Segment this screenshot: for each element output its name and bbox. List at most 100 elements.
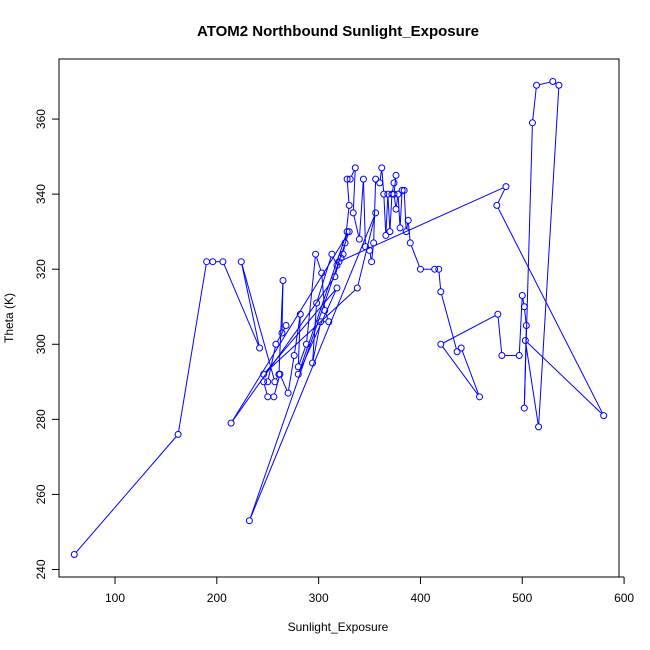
data-point [345,228,353,236]
data-point [203,258,211,266]
series-segment [403,193,407,229]
data-point [394,190,402,198]
data-point [227,419,235,427]
series-segment [379,170,382,180]
series-segment [524,309,527,323]
data-point [361,243,369,251]
series-segment [299,290,337,372]
series-segment [321,275,326,308]
data-point [302,340,310,348]
series-segment [410,245,420,267]
series-segment [389,197,393,229]
x-tick-label: 300 [309,591,329,605]
data-point [380,190,388,198]
data-point [271,378,279,386]
series-segment [522,298,525,304]
series-segment [316,256,322,271]
series-segment [539,81,551,86]
data-point [339,250,347,258]
data-point [533,81,541,89]
series-segment [525,343,539,424]
series-segment [265,289,356,373]
data-point [398,186,406,194]
data-point [392,205,400,213]
data-point [335,258,343,266]
x-axis: 100 200 300 400 500 600 [105,576,634,605]
y-tick-label: 360 [34,109,48,129]
data-point [209,258,217,266]
data-point [325,318,333,326]
data-point [294,370,302,378]
series-segment [538,88,560,424]
chart-title: ATOM2 Northbound Sunlight_Exposure [197,23,479,40]
series-segment [497,189,506,203]
data-point [345,201,353,209]
data-point [376,179,384,187]
data-point [260,370,268,378]
data-point [406,239,414,247]
data-point [520,404,528,412]
series-segment [263,384,268,395]
data-point [372,209,380,217]
series-segment [298,346,306,365]
series-segment [359,182,364,237]
y-axis-label: Theta (K) [2,293,16,343]
data-point [341,239,349,247]
data-point [333,284,341,292]
data-point [392,171,400,179]
x-tick-label: 100 [105,591,125,605]
series-segment [395,197,399,207]
data-point [290,352,298,360]
series-segment [373,182,377,240]
data-point [353,284,361,292]
data-point [476,393,484,401]
series-segment [75,436,177,553]
data-point [518,291,526,299]
series-segment [280,376,288,391]
data-point [404,216,412,224]
data-point [296,310,304,318]
series-segment [371,245,374,259]
y-tick-label: 260 [34,484,48,504]
series-segment [385,197,389,233]
data-point [549,78,557,86]
data-point [555,81,563,89]
data-point [276,370,284,378]
series-segment [406,223,409,229]
data-point [328,250,336,258]
series-segment [369,253,372,259]
data-point [256,344,264,352]
data-point [264,393,272,401]
series-segment [223,264,259,346]
data-point [600,412,608,420]
series-segment [443,315,496,344]
series-segment [306,257,316,342]
data-point [390,190,398,198]
data-point [522,322,530,330]
series-segment [249,234,349,519]
data-point [382,231,390,239]
series-segment [387,197,391,229]
data-point [437,288,445,296]
data-point [437,340,445,348]
data-point [272,340,280,348]
data-point [355,235,363,243]
series-segment [497,317,503,353]
data-point [359,175,367,183]
data-point [431,265,439,273]
data-point [343,228,351,236]
data-point [279,276,287,284]
data-point [386,228,394,236]
series-segment [442,346,479,395]
series-segment [232,233,349,421]
data-point [174,430,182,438]
y-tick-label: 280 [34,409,48,429]
series-segment [241,264,260,346]
data-point [343,175,351,183]
series-segment [352,170,356,210]
x-tick-label: 600 [614,591,634,605]
series-segment [527,342,602,414]
data-point [278,329,286,337]
x-tick-label: 200 [207,591,227,605]
series-segment [312,324,321,361]
